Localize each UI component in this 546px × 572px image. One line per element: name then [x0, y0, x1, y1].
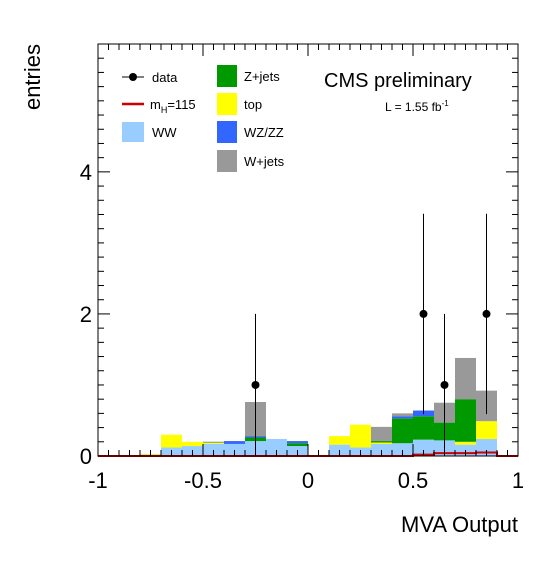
bar-ww-bin-13	[371, 443, 392, 456]
bar-top-bin-18	[476, 421, 497, 439]
data-point-3	[482, 309, 491, 318]
bar-ww-bin-5	[203, 443, 224, 456]
legend-signal-prefix: m	[150, 97, 161, 112]
bar-ww-bin-8	[266, 438, 287, 456]
legend-swatch-ww	[122, 122, 144, 142]
bar-ww-bin-6	[224, 443, 245, 456]
x-axis-title: MVA Output	[401, 512, 518, 537]
data-point-0	[251, 380, 260, 389]
bar-ww-bin-14	[392, 443, 413, 456]
bar-w-jets-bin-13	[371, 426, 392, 442]
legend-label-w-jets: W+jets	[244, 154, 285, 169]
bar-top-bin-17	[455, 441, 476, 445]
legend-label-signal: mH=115	[150, 97, 196, 115]
y-tick-label-2: 4	[80, 160, 92, 185]
bar-z-jets-bin-17	[455, 399, 476, 442]
legend-swatch-top	[217, 93, 237, 115]
bar-wz-zz-bin-5	[203, 441, 224, 443]
data-points	[251, 213, 491, 456]
data-point-2	[440, 380, 449, 389]
bar-z-jets-bin-14	[392, 418, 413, 444]
legend-swatch-z-jets	[217, 65, 237, 87]
legend: data mH=115 WW Z+jets top WZ/ZZ W+jets	[122, 65, 285, 172]
banner-text: CMS preliminary	[324, 70, 472, 92]
bar-w-jets-bin-14	[392, 413, 413, 417]
legend-label-z-jets: Z+jets	[244, 69, 280, 84]
data-point-1	[419, 309, 428, 318]
y-tick-label-1: 2	[80, 302, 92, 327]
luminosity-prefix: L = 1.55 fb	[385, 100, 442, 114]
bar-wz-zz-bin-6	[224, 441, 245, 444]
legend-label-ww: WW	[152, 125, 177, 140]
legend-data-marker	[129, 73, 137, 81]
stacked-bars	[140, 357, 497, 456]
bar-z-jets-bin-13	[371, 441, 392, 443]
x-tick-label-2: 0	[302, 468, 314, 493]
y-tick-label-0: 0	[80, 444, 92, 469]
bar-top-bin-13	[371, 442, 392, 444]
bar-z-jets-bin-15	[413, 416, 434, 440]
x-tick-label-1: -0.5	[184, 468, 222, 493]
legend-swatch-wz-zz	[217, 121, 237, 143]
x-tick-label-3: 0.5	[398, 468, 429, 493]
legend-signal-subscript: H	[161, 105, 168, 115]
bar-top-bin-5	[203, 442, 224, 444]
bar-top-bin-4	[182, 441, 203, 447]
luminosity-superscript: -1	[442, 99, 450, 108]
bar-wz-zz-bin-9	[287, 441, 308, 444]
x-tick-label-4: 1	[512, 468, 524, 493]
bar-z-jets-bin-9	[287, 443, 308, 447]
bar-top-bin-3	[161, 434, 182, 448]
bar-top-bin-11	[329, 436, 350, 445]
legend-swatch-w-jets	[217, 150, 237, 172]
bar-ww-bin-15	[413, 439, 434, 456]
bar-top-bin-12	[350, 424, 371, 448]
y-axis-title: entries	[20, 44, 45, 110]
legend-signal-suffix: =115	[167, 97, 195, 112]
luminosity-label: L = 1.55 fb-1	[385, 99, 449, 114]
legend-label-data: data	[152, 70, 178, 85]
legend-label-top: top	[244, 97, 262, 112]
x-tick-label-0: -1	[88, 468, 108, 493]
bar-wz-zz-bin-14	[392, 416, 413, 419]
axes: -1 -0.5 0 0.5 1 0 2 4	[80, 43, 524, 493]
legend-label-wz-zz: WZ/ZZ	[244, 125, 284, 140]
bar-w-jets-bin-17	[455, 357, 476, 400]
